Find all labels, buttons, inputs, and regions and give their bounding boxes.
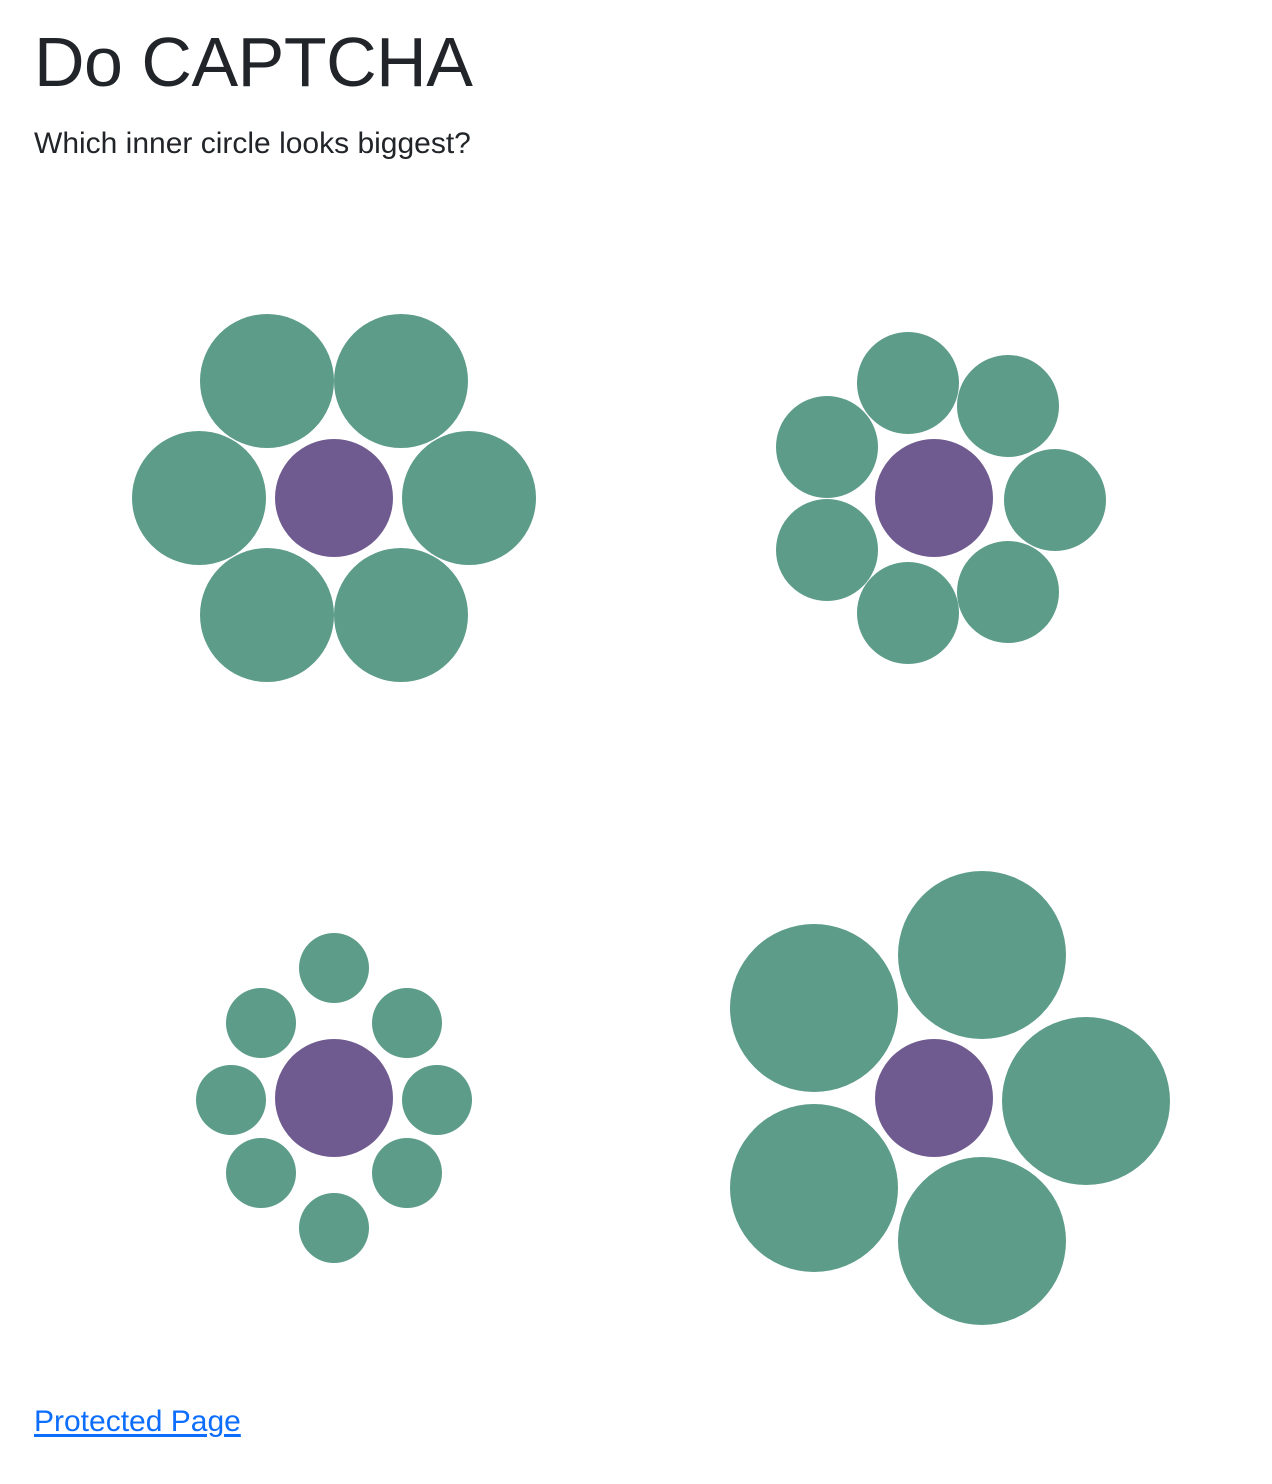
inner-circle	[875, 439, 993, 557]
outer-circle	[334, 548, 468, 682]
outer-circle	[857, 562, 959, 664]
outer-circle	[372, 988, 442, 1058]
outer-circle	[196, 1065, 266, 1135]
captcha-prompt: Which inner circle looks biggest?	[34, 127, 471, 160]
captcha-option-bottom-left[interactable]	[34, 798, 634, 1398]
outer-circle	[372, 1138, 442, 1208]
captcha-option-top-left[interactable]	[34, 198, 634, 798]
outer-circle	[776, 499, 878, 601]
outer-circle	[730, 1104, 898, 1272]
outer-circle	[226, 988, 296, 1058]
page-title: Do CAPTCHA	[34, 23, 473, 101]
outer-circles	[776, 332, 1106, 664]
outer-circle	[898, 1157, 1066, 1325]
outer-circles	[730, 871, 1170, 1325]
outer-circle	[132, 431, 266, 565]
inner-circle	[875, 1039, 993, 1157]
outer-circle	[402, 1065, 472, 1135]
outer-circle	[226, 1138, 296, 1208]
captcha-option-graphic	[776, 332, 1106, 664]
outer-circle	[1004, 449, 1106, 551]
captcha-option-graphic	[730, 871, 1170, 1325]
outer-circles	[196, 933, 472, 1263]
outer-circle	[299, 1193, 369, 1263]
outer-circle	[776, 396, 878, 498]
inner-circle	[275, 439, 393, 557]
outer-circles	[132, 314, 536, 682]
captcha-option-graphic	[132, 314, 536, 682]
outer-circle	[299, 933, 369, 1003]
outer-circle	[334, 314, 468, 448]
outer-circle	[957, 355, 1059, 457]
protected-page-link[interactable]: Protected Page	[34, 1405, 241, 1438]
outer-circle	[957, 541, 1059, 643]
outer-circle	[730, 924, 898, 1092]
outer-circle	[1002, 1017, 1170, 1185]
inner-circle	[275, 1039, 393, 1157]
outer-circle	[200, 314, 334, 448]
captcha-option-graphic	[196, 933, 472, 1263]
outer-circle	[857, 332, 959, 434]
outer-circle	[402, 431, 536, 565]
outer-circle	[200, 548, 334, 682]
outer-circle	[898, 871, 1066, 1039]
captcha-option-bottom-right[interactable]	[634, 798, 1234, 1398]
captcha-option-top-right[interactable]	[634, 198, 1234, 798]
